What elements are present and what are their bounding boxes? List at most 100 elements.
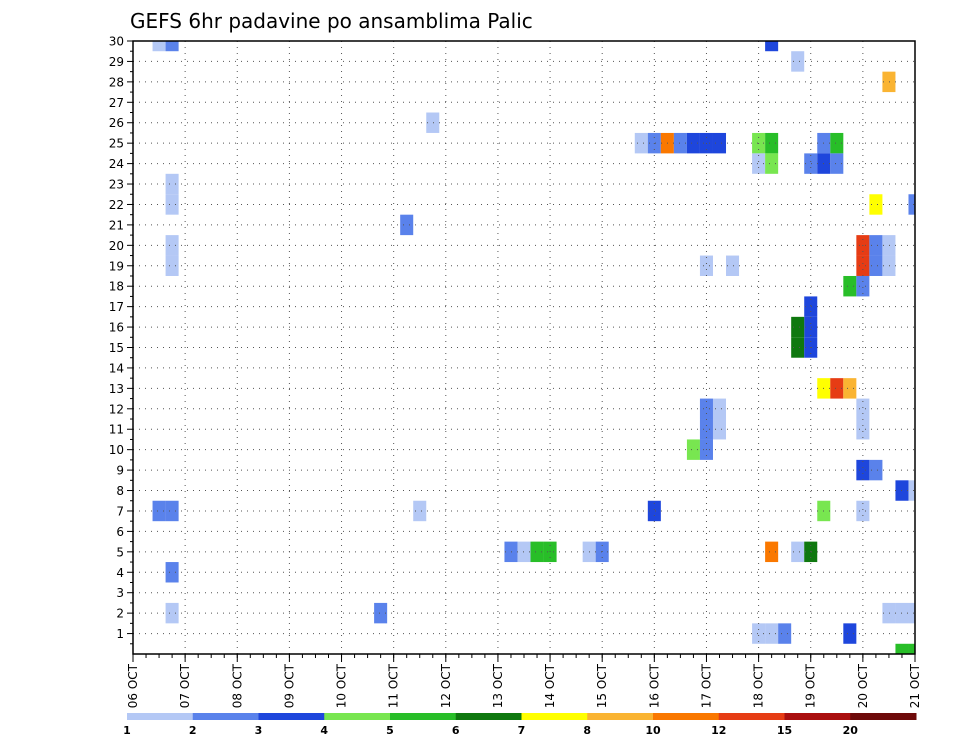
heatmap-cell xyxy=(374,602,388,624)
heatmap-cell xyxy=(843,378,857,399)
x-tick-label: 15 OCT xyxy=(595,663,609,708)
colorbar-swatch xyxy=(850,713,917,720)
colorbar-label: 12 xyxy=(711,724,726,737)
x-tick-label: 16 OCT xyxy=(647,663,661,708)
x-tick-label: 14 OCT xyxy=(543,663,557,708)
x-tick-label: 18 OCT xyxy=(752,663,766,708)
heatmap-cell xyxy=(882,235,896,256)
x-tick-label: 21 OCT xyxy=(908,663,922,708)
heatmap-cell xyxy=(686,132,700,154)
heatmap-cell xyxy=(856,398,870,420)
heatmap-cell xyxy=(647,500,661,522)
y-tick-label: 12 xyxy=(109,402,124,416)
heatmap-cell xyxy=(908,602,915,624)
heatmap-cell xyxy=(869,255,883,276)
heatmap-cell xyxy=(504,541,518,563)
grid-layer xyxy=(133,41,915,654)
heatmap-cell xyxy=(908,643,915,654)
heatmap-cell xyxy=(752,153,766,174)
heatmap-cell xyxy=(712,398,727,420)
y-tick-label: 20 xyxy=(109,239,124,253)
y-tick-label: 7 xyxy=(116,504,124,518)
y-tick-label: 3 xyxy=(116,586,124,600)
heatmap-cell xyxy=(712,419,727,440)
heatmap-cell xyxy=(804,153,818,174)
heatmap-cell xyxy=(699,398,713,420)
heatmap-cell xyxy=(673,132,687,154)
y-tick-label: 29 xyxy=(109,55,124,69)
heatmap-cell xyxy=(804,316,818,338)
y-tick-label: 19 xyxy=(109,259,124,273)
colorbar-label: 1 xyxy=(123,724,131,737)
colorbar-swatch xyxy=(587,713,654,720)
heatmap-cell xyxy=(791,316,805,338)
x-tick-label: 12 OCT xyxy=(439,663,453,708)
x-tick-label: 13 OCT xyxy=(491,663,505,708)
heatmap-cell xyxy=(765,623,779,644)
heatmap-cell xyxy=(165,194,179,215)
heatmap-cell xyxy=(791,51,805,72)
heatmap-cell xyxy=(882,602,896,624)
y-axis: 1234567891011121314151617181920212223242… xyxy=(109,35,133,645)
colorbar-swatch xyxy=(258,713,325,720)
heatmap-cell xyxy=(843,275,857,297)
heatmap-cell xyxy=(530,541,544,563)
colorbar-swatch xyxy=(192,713,259,720)
colorbar-label: 10 xyxy=(645,724,661,737)
heatmap-cell xyxy=(804,296,818,317)
colorbar: 1 2 3 4 5 6 7 8 10 12 15 20 xyxy=(123,713,917,737)
heatmap-cell xyxy=(856,255,870,276)
y-tick-label: 22 xyxy=(109,198,124,212)
colorbar-label: 7 xyxy=(518,724,526,737)
x-tick-label: 17 OCT xyxy=(699,663,713,708)
heatmap-cell xyxy=(843,623,857,644)
x-tick-label: 09 OCT xyxy=(282,663,296,708)
heatmap-cell xyxy=(830,378,844,399)
colorbar-label: 8 xyxy=(583,724,591,737)
colorbar-swatch xyxy=(521,713,588,720)
y-tick-label: 5 xyxy=(116,545,124,559)
heatmap-cell xyxy=(426,112,440,133)
y-tick-label: 6 xyxy=(116,525,124,539)
heatmap-cell xyxy=(712,132,727,154)
colorbar-swatch xyxy=(127,713,194,720)
y-tick-label: 11 xyxy=(109,423,124,437)
heatmap-cell xyxy=(830,132,844,154)
colorbar-label: 5 xyxy=(386,724,394,737)
heatmap-cell xyxy=(895,643,909,654)
y-tick-label: 24 xyxy=(109,157,124,171)
y-tick-label: 15 xyxy=(109,341,124,355)
colorbar-swatch xyxy=(718,713,785,720)
heatmap-cell xyxy=(908,480,915,501)
y-tick-label: 14 xyxy=(109,361,124,375)
heatmap-cell xyxy=(165,235,179,256)
heatmap-cell xyxy=(634,132,648,154)
colorbar-swatch xyxy=(653,713,720,720)
heatmap-cell xyxy=(882,255,896,276)
heatmap-cell xyxy=(869,194,883,215)
y-tick-label: 27 xyxy=(109,96,124,110)
x-tick-label: 20 OCT xyxy=(856,663,870,708)
heatmap-cell xyxy=(165,41,179,52)
heatmap-cell xyxy=(765,153,779,174)
x-tick-label: 07 OCT xyxy=(178,663,192,708)
heatmap-cell xyxy=(152,500,166,522)
heatmap-cell xyxy=(830,153,844,174)
colorbar-label: 6 xyxy=(452,724,460,737)
heatmap-cell xyxy=(752,623,766,644)
heatmap-cell xyxy=(165,562,179,583)
y-tick-label: 18 xyxy=(109,280,124,294)
y-tick-label: 21 xyxy=(109,218,124,232)
colorbar-label: 15 xyxy=(777,724,792,737)
y-tick-label: 26 xyxy=(109,116,124,130)
colorbar-label: 20 xyxy=(843,724,859,737)
heatmap-cell xyxy=(413,500,427,522)
heatmap-cell xyxy=(908,194,915,215)
y-tick-label: 9 xyxy=(116,464,124,478)
x-tick-label: 19 OCT xyxy=(804,663,818,708)
colorbar-label: 3 xyxy=(255,724,263,737)
heatmap-cell xyxy=(882,71,896,93)
heatmap-cell xyxy=(699,255,713,276)
x-tick-label: 06 OCT xyxy=(126,663,140,708)
